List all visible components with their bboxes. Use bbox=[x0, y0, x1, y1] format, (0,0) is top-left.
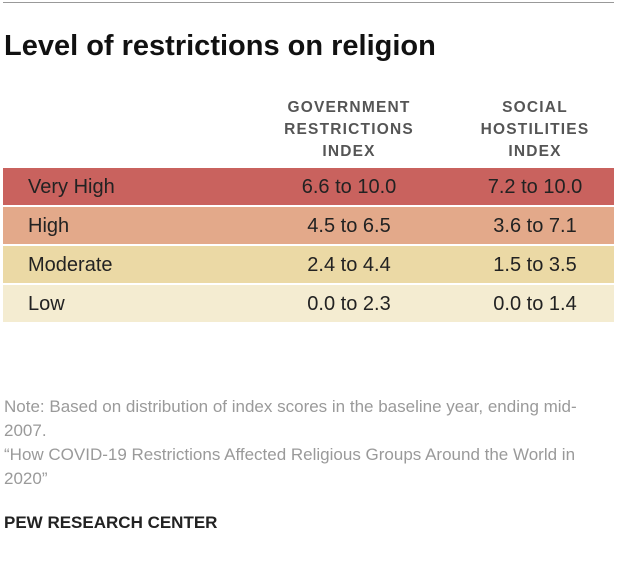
table: Very High 6.6 to 10.0 7.2 to 10.0 High 4.5 t… bbox=[3, 168, 614, 324]
table-cell: Very High bbox=[28, 176, 115, 198]
table-cell: Moderate bbox=[28, 254, 113, 276]
note: Note: Based on distribution of index sco… bbox=[4, 397, 577, 440]
title: Level of restrictions on religion bbox=[4, 30, 436, 62]
table-cell: 1.5 to 3.5 bbox=[493, 254, 577, 276]
table-cell: 0.0 to 1.4 bbox=[493, 293, 577, 315]
table-cell: 3.6 to 7.1 bbox=[493, 215, 577, 237]
notes: Note: Based on distribution of index sco… bbox=[4, 395, 604, 491]
table-cell: High bbox=[28, 215, 70, 237]
table-cell: 7.2 to 10.0 bbox=[487, 176, 583, 198]
column-header-line: SOCIAL bbox=[502, 99, 568, 116]
column-header-line: HOSTILITIES bbox=[480, 121, 590, 138]
table-row: Moderate 2.4 to 4.4 1.5 to 3.5 bbox=[3, 246, 614, 283]
table-cell: 6.6 to 10.0 bbox=[301, 176, 397, 198]
column-header-line: INDEX bbox=[322, 143, 376, 160]
footer: PEW RESEARCH CENTER bbox=[4, 513, 218, 532]
table-cell: 0.0 to 2.3 bbox=[307, 293, 391, 315]
table-cell: 4.5 to 6.5 bbox=[307, 215, 391, 237]
table-cell: Low bbox=[28, 293, 65, 315]
top-rule bbox=[3, 2, 614, 3]
table-row: Very High 6.6 to 10.0 7.2 to 10.0 bbox=[3, 168, 614, 205]
table-row: Low 0.0 to 2.3 0.0 to 1.4 bbox=[3, 285, 614, 322]
source: “How COVID-19 Restrictions Affected Reli… bbox=[4, 445, 576, 488]
table-row: High 4.5 to 6.5 3.6 to 7.1 bbox=[3, 207, 614, 244]
column-header-line: INDEX bbox=[508, 143, 562, 160]
column-header: SOCIAL HOSTILITIES INDEX bbox=[450, 97, 620, 163]
column-header: GOVERNMENT RESTRICTIONS INDEX bbox=[264, 97, 434, 163]
table-cell: 2.4 to 4.4 bbox=[307, 254, 391, 276]
column-header-line: RESTRICTIONS bbox=[284, 121, 414, 138]
column-header-line: GOVERNMENT bbox=[287, 99, 411, 116]
